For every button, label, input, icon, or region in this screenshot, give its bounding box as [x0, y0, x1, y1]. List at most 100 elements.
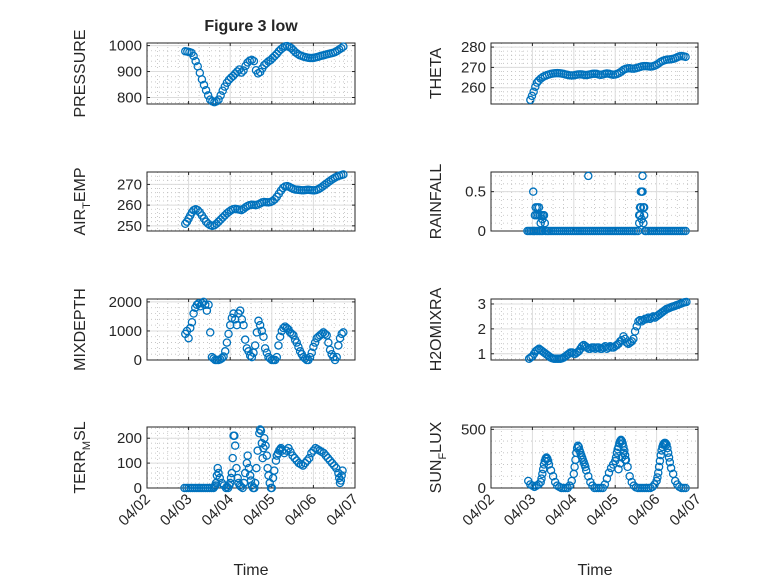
x-tick-label: 04/04: [198, 491, 237, 530]
data-point: [193, 206, 203, 215]
data-point: [217, 354, 227, 363]
data-point: [250, 341, 260, 350]
y-axis-label-rest: SL: [72, 421, 89, 441]
data-point: [538, 464, 548, 474]
x-tick-label: 04/06: [625, 491, 664, 530]
data-point: [663, 443, 672, 453]
y-axis-label: AIRTEMP: [72, 167, 93, 235]
data-point: [534, 203, 544, 212]
data-point: [240, 335, 250, 344]
data-point: [317, 329, 326, 339]
data-point: [270, 466, 279, 475]
data-point: [574, 442, 584, 452]
data-point: [258, 453, 267, 463]
y-tick-label: 1000: [109, 38, 142, 55]
data-point: [290, 453, 299, 463]
data-point: [252, 463, 261, 473]
data-point: [189, 309, 198, 318]
data-point: [325, 345, 335, 355]
data-point: [255, 425, 265, 434]
data-point: [539, 211, 549, 220]
data-point: [246, 476, 256, 485]
x-tick-label: 04/07: [666, 491, 705, 530]
data-point: [540, 218, 550, 228]
y-tick-label: 1000: [109, 323, 142, 340]
data-point: [250, 483, 259, 493]
data-point: [219, 352, 228, 361]
y-tick-label: 3: [478, 296, 486, 313]
data-point: [320, 329, 330, 339]
data-point: [619, 442, 628, 452]
panel-6: 1 2 3 H2OMIXRA: [428, 287, 699, 371]
data-point: [292, 338, 302, 347]
data-point: [319, 448, 329, 458]
data-point: [529, 87, 538, 97]
data-point: [259, 332, 268, 342]
y-tick-label: 250: [117, 218, 142, 235]
data-point: [187, 317, 197, 327]
data-point: [307, 348, 316, 357]
data-point: [309, 342, 318, 352]
data-point: [254, 316, 263, 326]
data-point: [528, 187, 538, 196]
y-tick-label: 0: [478, 223, 486, 240]
panel-4: 0 0.5 RAINFALL: [428, 164, 699, 240]
data-point: [186, 323, 195, 333]
data-point: [635, 203, 645, 212]
data-point: [259, 443, 268, 453]
data-point: [220, 347, 230, 356]
y-axis-label: RAINFALL: [428, 164, 445, 240]
panel-2: 260 270 280 THETA: [428, 39, 699, 105]
data-point: [304, 453, 314, 463]
data-point: [665, 457, 675, 467]
data-point: [213, 463, 222, 473]
data-point: [321, 451, 331, 460]
data-point: [544, 460, 554, 469]
x-tick-label: 04/03: [157, 491, 196, 530]
y-tick-label: 280: [461, 39, 486, 56]
y-axis-label: MIXDEPTH: [72, 288, 89, 371]
data-point: [652, 476, 661, 486]
data-point: [237, 315, 247, 324]
data-point: [272, 49, 282, 59]
data-point: [681, 52, 690, 62]
data-point: [526, 95, 535, 105]
data-point: [249, 56, 259, 66]
data-point: [260, 344, 270, 353]
data-point: [604, 468, 614, 477]
data-point: [611, 453, 621, 462]
y-tick-label: 1: [478, 346, 486, 363]
y-axis-label: SUNFLUX: [428, 421, 449, 493]
data-point: [309, 446, 318, 455]
x-tick-label: 04/04: [542, 491, 581, 530]
data-point: [247, 352, 257, 362]
data-point: [546, 466, 556, 475]
y-axis-label: THETA: [428, 48, 445, 100]
data-point: [538, 469, 547, 479]
data-point: [250, 478, 260, 488]
y-tick-label: 260: [461, 80, 486, 97]
data-point: [622, 338, 632, 347]
data-point: [654, 468, 663, 477]
data-point: [226, 73, 236, 83]
data-point: [262, 451, 272, 460]
y-tick-label: 900: [117, 64, 142, 81]
data-point: [280, 448, 289, 458]
data-point: [279, 323, 288, 333]
x-tick-label: 04/03: [501, 491, 540, 530]
y-axis-label-main: TERR: [72, 450, 89, 494]
data-point: [256, 426, 266, 435]
data-point: [662, 440, 671, 449]
data-point: [233, 473, 242, 483]
data-point: [602, 474, 612, 483]
data-point: [584, 171, 593, 181]
data-point: [654, 462, 664, 472]
axes-frame: [146, 42, 356, 105]
data-point: [307, 448, 316, 458]
data-point: [302, 456, 312, 465]
x-axis-label-right: Time: [578, 562, 613, 579]
data-point: [203, 219, 213, 229]
data-point: [655, 456, 665, 466]
y-tick-label: 0: [134, 352, 142, 369]
